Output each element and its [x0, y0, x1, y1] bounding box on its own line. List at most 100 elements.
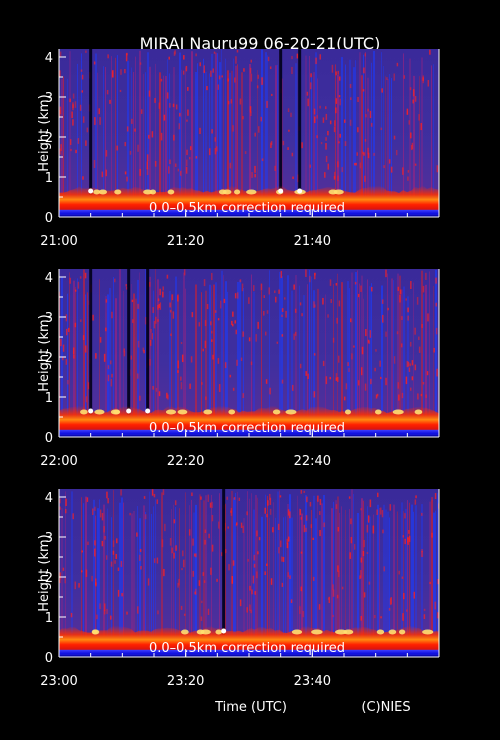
signal-speck: [329, 376, 331, 380]
signal-speck: [338, 141, 340, 144]
signal-speck: [254, 165, 256, 173]
signal-speck: [194, 591, 196, 595]
signal-speck: [434, 601, 436, 610]
signal-speck: [120, 561, 123, 567]
signal-streak: [113, 277, 114, 417]
signal-speck: [357, 127, 359, 133]
signal-speck: [381, 510, 384, 518]
boundary-layer-band: [59, 405, 439, 431]
signal-speck: [399, 289, 402, 295]
signal-speck: [156, 499, 159, 504]
signal-speck: [87, 541, 89, 546]
signal-speck: [290, 112, 292, 118]
signal-speck: [266, 513, 268, 518]
signal-speck: [380, 616, 382, 619]
signal-speck: [92, 314, 94, 321]
signal-speck: [92, 508, 94, 516]
signal-streak: [357, 270, 358, 417]
signal-speck: [272, 527, 274, 533]
signal-speck: [403, 593, 405, 600]
signal-speck: [177, 370, 179, 373]
signal-speck: [152, 307, 154, 313]
signal-speck: [227, 101, 230, 105]
signal-speck: [244, 151, 247, 155]
signal-speck: [111, 373, 113, 378]
signal-speck: [411, 376, 414, 381]
signal-speck: [117, 567, 120, 571]
signal-streak: [379, 507, 380, 637]
signal-speck: [338, 95, 341, 98]
signal-speck: [409, 387, 412, 391]
signal-streak: [269, 517, 270, 637]
signal-speck: [319, 105, 321, 109]
signal-speck: [218, 384, 221, 393]
signal-streak: [369, 516, 371, 637]
signal-speck: [289, 575, 291, 579]
signal-speck: [99, 509, 102, 518]
signal-streak: [205, 71, 207, 197]
signal-speck: [274, 290, 276, 293]
signal-speck: [266, 100, 268, 108]
signal-speck: [251, 172, 253, 178]
signal-speck: [242, 331, 244, 337]
signal-streak: [189, 505, 190, 637]
signal-speck: [362, 89, 365, 92]
signal-speck: [208, 533, 210, 539]
signal-speck: [78, 583, 80, 588]
signal-speck: [105, 169, 108, 177]
signal-speck: [401, 576, 404, 579]
signal-streak: [405, 508, 407, 637]
signal-speck: [397, 382, 400, 389]
signal-speck: [74, 322, 77, 328]
signal-speck: [354, 281, 357, 285]
signal-speck: [381, 299, 384, 304]
signal-speck: [402, 167, 404, 175]
y-tick-label: 0: [45, 211, 53, 226]
x-axis-label: Time (UTC): [214, 700, 287, 715]
signal-speck: [370, 122, 373, 127]
signal-streak: [305, 55, 307, 197]
signal-speck: [175, 545, 177, 551]
signal-speck: [281, 308, 284, 312]
signal-speck: [126, 176, 128, 182]
signal-speck: [123, 348, 125, 353]
signal-speck: [348, 367, 350, 373]
x-tick-label: 23:00: [40, 674, 77, 689]
y-tick-label: 3: [45, 91, 53, 106]
signal-speck: [107, 365, 110, 370]
signal-streak: [131, 513, 133, 637]
signal-speck: [390, 166, 393, 173]
signal-streak: [161, 492, 163, 637]
signal-speck: [177, 582, 179, 588]
signal-speck: [84, 345, 87, 353]
signal-speck: [420, 393, 423, 397]
signal-speck: [335, 71, 337, 76]
signal-speck: [374, 614, 376, 619]
signal-streak: [355, 272, 357, 417]
signal-speck: [372, 525, 375, 534]
signal-speck: [86, 497, 89, 502]
y-tick-label: 4: [45, 51, 53, 66]
signal-speck: [116, 145, 118, 151]
signal-streak: [105, 67, 106, 197]
signal-streak: [81, 53, 82, 198]
signal-speck: [173, 552, 175, 559]
signal-speck: [169, 537, 172, 546]
signal-streak: [99, 279, 100, 417]
signal-streak: [253, 509, 255, 637]
bright-return: [215, 629, 222, 635]
signal-speck: [125, 53, 128, 62]
signal-streak: [139, 518, 141, 637]
signal-speck: [325, 155, 328, 163]
signal-streak: [389, 74, 390, 197]
signal-speck: [234, 77, 236, 83]
signal-speck: [257, 551, 259, 555]
signal-speck: [229, 374, 232, 378]
signal-speck: [406, 609, 408, 612]
signal-speck: [130, 355, 133, 360]
signal-speck: [436, 165, 439, 173]
signal-streak: [333, 284, 334, 417]
signal-speck: [306, 91, 309, 96]
signal-speck: [110, 561, 113, 567]
signal-speck: [206, 86, 208, 91]
